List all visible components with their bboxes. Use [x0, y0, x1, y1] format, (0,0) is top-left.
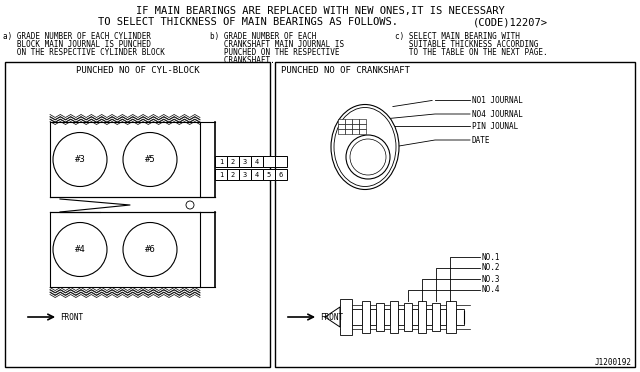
Text: BLOCK MAIN JOURNAL IS PUNCHED: BLOCK MAIN JOURNAL IS PUNCHED: [3, 40, 151, 49]
Bar: [227, 156, 239, 167]
Text: PUNCHED NO OF CYL-BLOCK: PUNCHED NO OF CYL-BLOCK: [76, 65, 199, 74]
Text: NO.3: NO.3: [482, 275, 500, 283]
Bar: [275, 62, 635, 367]
Bar: [446, 301, 456, 333]
Circle shape: [53, 222, 107, 276]
Text: PUNCHED ON THE RESPECTIVE: PUNCHED ON THE RESPECTIVE: [210, 48, 339, 57]
Text: 4: 4: [255, 171, 259, 177]
Text: #6: #6: [145, 245, 156, 254]
Bar: [338, 129, 345, 134]
Bar: [352, 119, 359, 124]
Text: PIN JOUNAL: PIN JOUNAL: [472, 122, 518, 131]
Bar: [345, 119, 352, 124]
Bar: [251, 156, 263, 167]
Text: ON THE RESPECTIVE CYLINDER BLOCK: ON THE RESPECTIVE CYLINDER BLOCK: [3, 48, 165, 57]
Text: 3: 3: [243, 158, 247, 164]
Bar: [440, 309, 446, 325]
Circle shape: [123, 222, 177, 276]
Text: PUNCHED NO OF CRANKSHAFT: PUNCHED NO OF CRANKSHAFT: [281, 65, 410, 74]
Text: 1: 1: [219, 158, 223, 164]
Bar: [404, 303, 412, 331]
Circle shape: [186, 201, 194, 209]
Text: DATE: DATE: [472, 135, 490, 144]
Bar: [338, 119, 345, 124]
Ellipse shape: [334, 108, 396, 186]
Text: NO4 JOURNAL: NO4 JOURNAL: [472, 109, 523, 119]
Text: CRANKSHAFT MAIN JOURNAL IS: CRANKSHAFT MAIN JOURNAL IS: [210, 40, 344, 49]
Bar: [362, 301, 370, 333]
Text: 2: 2: [231, 158, 235, 164]
Text: c) SELECT MAIN BEARING WITH: c) SELECT MAIN BEARING WITH: [395, 32, 520, 41]
Bar: [359, 129, 366, 134]
Text: NO1 JOURNAL: NO1 JOURNAL: [472, 96, 523, 105]
Text: 3: 3: [243, 171, 247, 177]
Text: NO.1: NO.1: [482, 253, 500, 262]
Text: CRANKSHAFT.: CRANKSHAFT.: [210, 56, 275, 65]
Text: 5: 5: [267, 171, 271, 177]
Bar: [340, 299, 352, 335]
Bar: [352, 309, 362, 325]
Bar: [5, 62, 270, 367]
Bar: [352, 129, 359, 134]
Ellipse shape: [331, 105, 399, 189]
Bar: [239, 169, 251, 180]
Text: IF MAIN BEARINGS ARE REPLACED WITH NEW ONES,IT IS NECESSARY: IF MAIN BEARINGS ARE REPLACED WITH NEW O…: [136, 6, 504, 16]
Text: b) GRADE NUMBER OF EACH: b) GRADE NUMBER OF EACH: [210, 32, 316, 41]
Text: FRONT: FRONT: [60, 312, 83, 321]
Text: NO.2: NO.2: [482, 263, 500, 273]
Bar: [359, 124, 366, 129]
Text: (CODE)12207>: (CODE)12207>: [472, 17, 547, 27]
Bar: [418, 301, 426, 333]
Bar: [376, 303, 384, 331]
Bar: [251, 169, 263, 180]
Bar: [432, 303, 440, 331]
Bar: [345, 129, 352, 134]
Bar: [263, 156, 275, 167]
Bar: [370, 309, 376, 325]
Circle shape: [346, 135, 390, 179]
Text: 4: 4: [255, 158, 259, 164]
Bar: [263, 169, 275, 180]
Bar: [412, 309, 418, 325]
Bar: [275, 169, 287, 180]
Text: a) GRADE NUMBER OF EACH CYLINDER: a) GRADE NUMBER OF EACH CYLINDER: [3, 32, 151, 41]
Text: NO.4: NO.4: [482, 285, 500, 295]
Text: J1200192: J1200192: [595, 358, 632, 367]
Bar: [338, 124, 345, 129]
Bar: [215, 169, 227, 180]
Text: 1: 1: [219, 171, 223, 177]
Text: #4: #4: [75, 245, 85, 254]
Bar: [426, 309, 432, 325]
Bar: [275, 156, 287, 167]
Circle shape: [53, 132, 107, 186]
Bar: [384, 309, 390, 325]
Bar: [398, 309, 404, 325]
Text: 2: 2: [231, 171, 235, 177]
Bar: [456, 309, 464, 325]
Text: #5: #5: [145, 155, 156, 164]
Text: TO THE TABLE ON THE NEXT PAGE.: TO THE TABLE ON THE NEXT PAGE.: [395, 48, 548, 57]
Bar: [239, 156, 251, 167]
Bar: [390, 301, 398, 333]
Circle shape: [123, 132, 177, 186]
Text: TO SELECT THICKNESS OF MAIN BEARINGS AS FOLLOWS.: TO SELECT THICKNESS OF MAIN BEARINGS AS …: [98, 17, 398, 27]
Text: SUITABLE THICKNESS ACCORDING: SUITABLE THICKNESS ACCORDING: [395, 40, 538, 49]
Circle shape: [350, 139, 386, 175]
Bar: [352, 124, 359, 129]
Polygon shape: [325, 307, 340, 327]
Text: FRONT: FRONT: [320, 312, 343, 321]
Bar: [215, 156, 227, 167]
Bar: [359, 119, 366, 124]
Text: #3: #3: [75, 155, 85, 164]
Bar: [227, 169, 239, 180]
Bar: [345, 124, 352, 129]
Text: 6: 6: [279, 171, 283, 177]
